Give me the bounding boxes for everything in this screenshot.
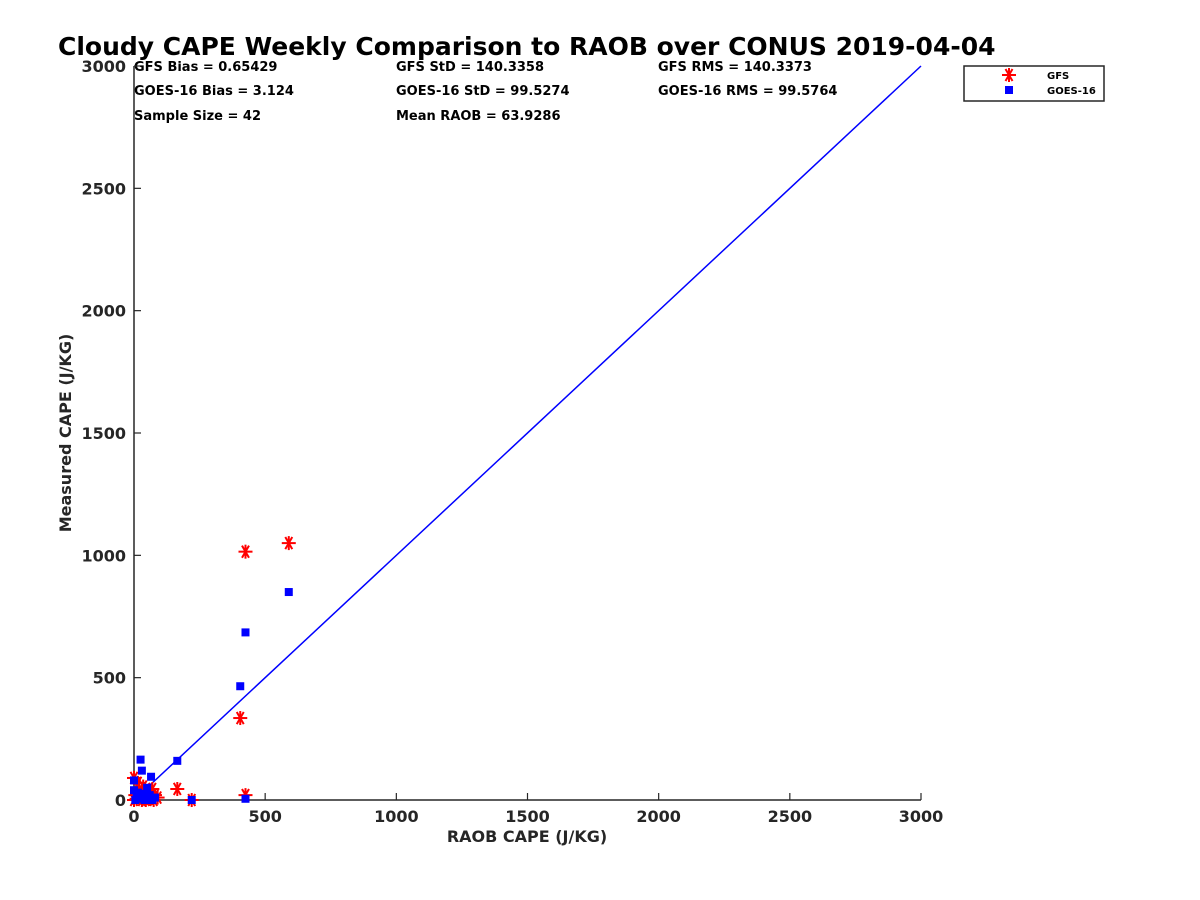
- y-tick-label: 2000: [81, 302, 126, 321]
- mean-raob-stat: Mean RAOB = 63.9286: [396, 109, 561, 124]
- goes-16-point: [137, 766, 146, 775]
- goes-16-point: [130, 776, 138, 785]
- gfs-bias-stat: GFS Bias = 0.65429: [134, 60, 277, 75]
- gfs-point: [233, 711, 248, 726]
- x-tick-label: 0: [128, 807, 139, 826]
- x-ticks: 0 500 1000 1500 2000 2500 3000: [128, 793, 943, 826]
- legend-box: [963, 65, 1105, 102]
- legend-goes-square: [1005, 86, 1013, 94]
- x-axis-label: RAOB CAPE (J/KG): [447, 827, 607, 846]
- x-tick-label: 2500: [768, 807, 813, 826]
- chart-title: Cloudy CAPE Weekly Comparison to RAOB ov…: [58, 32, 996, 61]
- legend-goes-label: GOES-16: [1047, 86, 1096, 97]
- y-tick-label: 2500: [81, 179, 126, 198]
- goes-bias-stat: GOES-16 Bias = 3.124: [134, 84, 294, 99]
- y-ticks: 0 500 1000 1500 2000 2500 3000: [81, 57, 141, 810]
- goes-16-point: [241, 794, 250, 803]
- gfs-point: [170, 781, 185, 796]
- x-tick-label: 2000: [636, 807, 681, 826]
- gfs-point: [238, 544, 253, 559]
- x-tick-label: 1000: [374, 807, 419, 826]
- goes-16-point: [173, 756, 182, 765]
- legend-gfs-asterisk: [1002, 68, 1016, 82]
- goes-16-point: [241, 628, 250, 637]
- y-tick-label: 3000: [81, 57, 126, 76]
- goes-16-point: [150, 793, 159, 802]
- goes-std-stat: GOES-16 StD = 99.5274: [396, 84, 570, 99]
- series-goes-16: [130, 588, 293, 804]
- sample-size-stat: Sample Size = 42: [134, 109, 261, 124]
- x-tick-label: 3000: [899, 807, 944, 826]
- legend-gfs-marker: [1002, 68, 1016, 82]
- gfs-rms-stat: GFS RMS = 140.3373: [658, 60, 812, 75]
- gfs-std-stat: GFS StD = 140.3358: [396, 60, 544, 75]
- legend: GFS GOES-16: [963, 65, 1105, 102]
- y-axis-label: Measured CAPE (J/KG): [56, 334, 75, 533]
- goes-16-point: [136, 755, 145, 764]
- series-gfs: [127, 536, 296, 807]
- goes-16-point: [147, 772, 156, 781]
- x-tick-label: 1500: [505, 807, 550, 826]
- gfs-point: [281, 536, 296, 551]
- goes-16-point: [145, 791, 154, 800]
- goes-rms-stat: GOES-16 RMS = 99.5764: [658, 84, 837, 99]
- goes-16-point: [133, 788, 142, 797]
- goes-16-point: [187, 796, 196, 804]
- legend-goes-marker: [1005, 86, 1013, 94]
- goes-16-point: [143, 783, 152, 792]
- y-tick-label: 0: [115, 791, 126, 810]
- goes-16-point: [236, 682, 245, 691]
- plot-area: 0 500 1000 1500 2000 2500 3000 0 500 1000 1500 200…: [81, 57, 943, 826]
- goes-16-point: [284, 588, 293, 597]
- goes-16-point: [135, 794, 144, 803]
- x-tick-label: 500: [248, 807, 281, 826]
- legend-gfs-label: GFS: [1047, 71, 1069, 82]
- y-tick-label: 500: [93, 669, 126, 688]
- y-tick-label: 1000: [81, 546, 126, 565]
- y-tick-label: 1500: [81, 424, 126, 443]
- one-to-one-line: [133, 65, 922, 801]
